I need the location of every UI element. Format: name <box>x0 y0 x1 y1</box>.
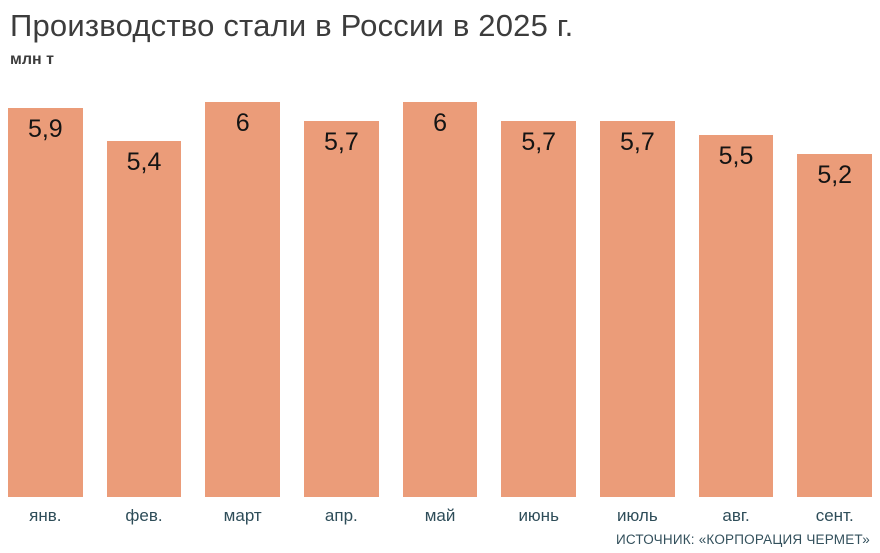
bar-value-label: 5,7 <box>619 128 655 157</box>
bar-column: 5,7 июнь <box>501 95 577 525</box>
x-axis-label: май <box>424 506 456 525</box>
bar-column: 5,4 фев. <box>106 95 182 525</box>
bar: 5,7 <box>501 121 577 497</box>
bar: 5,7 <box>600 121 675 497</box>
bar-chart-plot-area: 5,9 янв. 5,4 фев. 6 март 5,7 апр. 6 май 5,7 июнь 5,7… <box>8 95 873 525</box>
x-axis-label: сент. <box>815 506 854 525</box>
bar-column: 5,2 сент. <box>797 95 873 525</box>
x-axis-label: июнь <box>518 506 559 525</box>
bar-column: 6 март <box>205 95 281 525</box>
bar-column: 6 май <box>402 95 478 525</box>
bar: 6 <box>402 101 478 497</box>
chart-title: Производство стали в России в 2025 г. <box>10 8 574 43</box>
bar: 5,4 <box>106 141 182 497</box>
x-axis-label: авг. <box>722 506 750 525</box>
x-axis-label: апр. <box>324 506 358 525</box>
bar-value-label: 5,7 <box>323 128 359 157</box>
bar-value-label: 6 <box>235 108 250 137</box>
bar-column: 5,5 авг. <box>698 95 774 525</box>
bar-value-label: 5,5 <box>718 141 754 170</box>
x-axis-label: июль <box>617 506 658 525</box>
bar-value-label: 5,7 <box>521 128 557 157</box>
bar: 5,5 <box>698 134 774 497</box>
bar: 6 <box>205 101 281 497</box>
bar-column: 5,7 апр. <box>304 95 379 525</box>
x-axis-label: янв. <box>29 506 62 525</box>
y-axis-unit-label: млн т <box>10 51 54 68</box>
bar-value-label: 6 <box>433 108 447 137</box>
bar-column: 5,7 июль <box>600 95 675 525</box>
bar-value-label: 5,9 <box>27 115 63 144</box>
x-axis-label: фев. <box>125 506 163 525</box>
bar: 5,2 <box>797 154 873 497</box>
source-label: ИСТОЧНИК: «КОРПОРАЦИЯ ЧЕРМЕТ» <box>616 532 870 547</box>
bar-value-label: 5,4 <box>126 148 162 177</box>
x-axis-label: март <box>223 506 262 525</box>
bar: 5,7 <box>304 121 379 497</box>
bar: 5,9 <box>8 108 83 497</box>
bar-column: 5,9 янв. <box>8 95 83 525</box>
bar-value-label: 5,2 <box>817 161 853 190</box>
